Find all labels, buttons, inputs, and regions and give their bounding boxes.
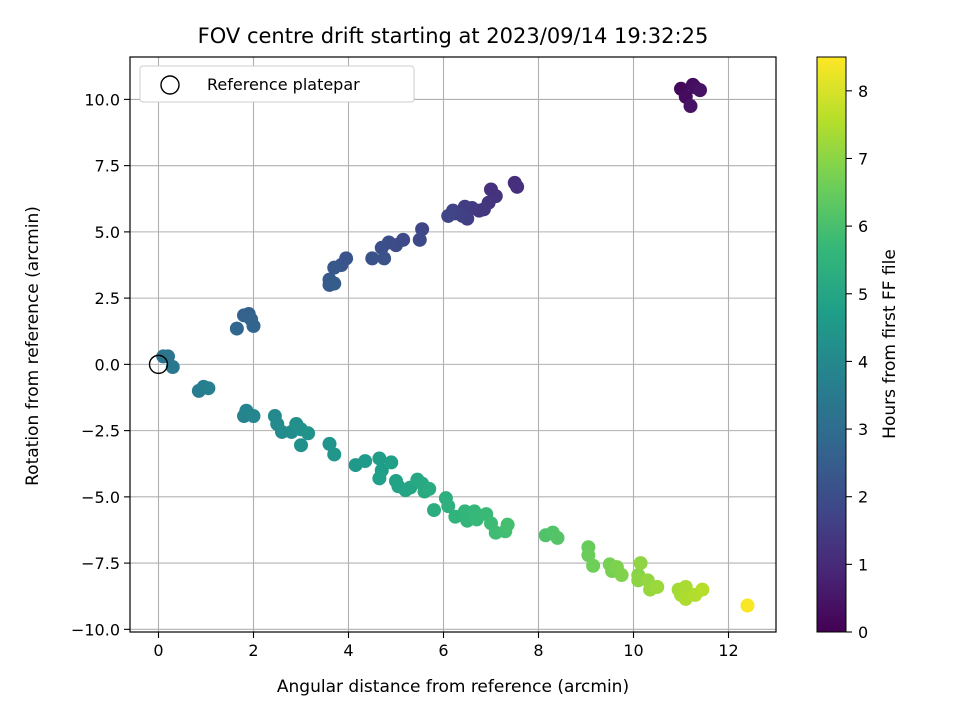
data-point — [301, 426, 316, 441]
plot-area — [130, 57, 776, 632]
data-point — [161, 349, 175, 364]
data-point — [422, 481, 437, 496]
reference-platepar-marker — [148, 354, 169, 375]
y-axis-ticks: −10.0 −7.5 −5.0 −2.5 0.0 2.5 5.0 7.5 10.0 — [71, 90, 130, 639]
y-axis-label: Rotation from reference (arcmin) — [23, 206, 43, 486]
data-point — [327, 276, 342, 291]
data-point — [246, 409, 261, 424]
colorbar-tick-label: 5 — [858, 285, 868, 304]
data-point — [550, 530, 565, 545]
data-point — [384, 455, 399, 470]
x-tick-label: 2 — [248, 641, 258, 660]
data-point — [415, 222, 430, 237]
legend: Reference platepar — [139, 65, 415, 103]
data-point — [412, 232, 427, 247]
y-tick-label: −5.0 — [81, 488, 120, 507]
data-point — [740, 598, 755, 613]
data-point — [165, 360, 180, 375]
colorbar-ticks: 0 1 2 3 4 5 6 7 8 — [846, 82, 868, 642]
data-point — [650, 579, 665, 594]
data-point — [246, 318, 261, 333]
y-tick-label: 2.5 — [95, 289, 120, 308]
data-point — [322, 436, 337, 451]
data-point — [633, 556, 648, 571]
colorbar-tick-label: 8 — [858, 82, 868, 101]
data-point — [586, 558, 601, 573]
data-points — [148, 77, 755, 613]
data-point — [327, 260, 342, 275]
colorbar-gradient — [816, 56, 847, 633]
data-point — [441, 499, 456, 514]
data-point — [327, 447, 342, 462]
legend-marker — [160, 75, 180, 95]
x-axis-label: Angular distance from reference (arcmin) — [277, 677, 629, 697]
x-tick-label: 6 — [438, 641, 448, 660]
data-point — [500, 517, 515, 532]
data-point — [377, 251, 392, 266]
colorbar-tick-label: 2 — [858, 488, 868, 507]
y-tick-label: −7.5 — [81, 554, 120, 573]
colorbar-tick-label: 6 — [858, 217, 868, 236]
x-tick-label: 8 — [533, 641, 543, 660]
plot-frame — [129, 56, 777, 633]
colorbar-tick-label: 3 — [858, 420, 868, 439]
data-point — [581, 548, 596, 563]
data-point — [614, 568, 629, 583]
colorbar-label: Hours from first FF file — [880, 249, 900, 439]
y-tick-label: 7.5 — [95, 157, 120, 176]
x-tick-label: 4 — [343, 641, 353, 660]
colorbar-tick-label: 4 — [858, 352, 868, 371]
y-tick-label: 10.0 — [84, 90, 120, 109]
data-point — [683, 99, 698, 114]
data-point — [695, 582, 710, 597]
x-tick-label: 10 — [623, 641, 643, 660]
data-point — [365, 251, 380, 266]
x-tick-label: 0 — [153, 641, 163, 660]
legend-box — [139, 65, 415, 103]
data-point — [441, 208, 456, 223]
data-point — [201, 381, 216, 396]
data-point — [374, 240, 389, 255]
chart-title: FOV centre drift starting at 2023/09/14 … — [198, 24, 709, 48]
data-point — [427, 503, 441, 518]
data-point — [294, 438, 308, 453]
x-tick-label: 12 — [718, 641, 738, 660]
colorbar-tick-label: 0 — [858, 623, 868, 642]
data-point — [510, 179, 525, 194]
colorbar: 0 1 2 3 4 5 6 7 8 Hours from first FF file — [816, 56, 900, 642]
plot-background — [130, 57, 776, 632]
data-point — [678, 579, 693, 594]
colorbar-tick-label: 1 — [858, 555, 868, 574]
y-tick-label: 5.0 — [95, 223, 120, 242]
data-point — [229, 321, 244, 336]
y-tick-label: −10.0 — [71, 620, 120, 639]
data-point — [372, 451, 387, 466]
grid-lines — [130, 57, 776, 632]
data-point — [358, 454, 373, 469]
x-axis-ticks: 0 2 4 6 8 10 12 — [153, 632, 739, 660]
colorbar-tick-label: 7 — [858, 149, 868, 168]
legend-label: Reference platepar — [207, 75, 360, 94]
data-point — [372, 471, 387, 486]
y-tick-label: 0.0 — [95, 355, 120, 374]
y-tick-label: −2.5 — [81, 422, 120, 441]
data-point — [693, 83, 707, 98]
